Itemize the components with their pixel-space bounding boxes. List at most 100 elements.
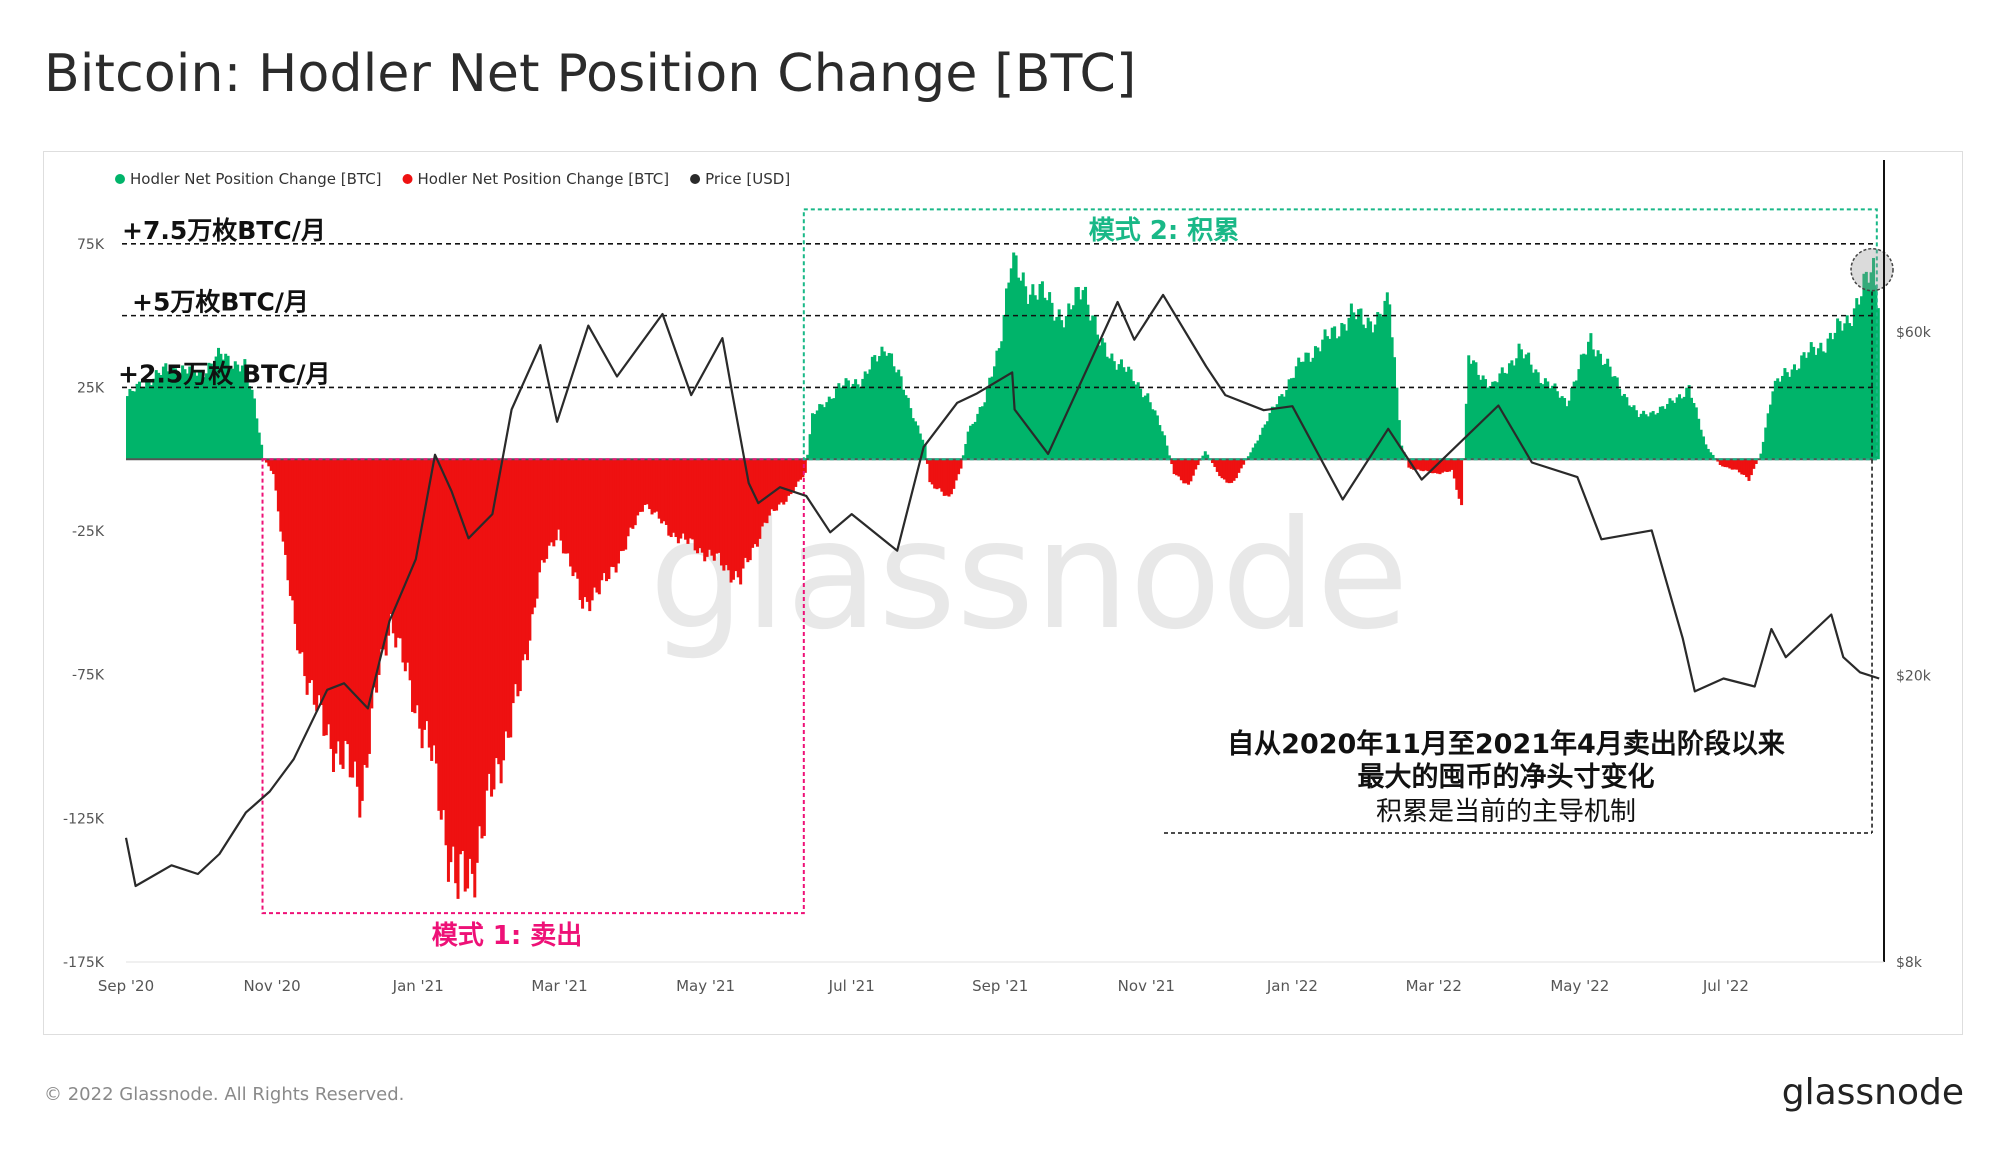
bar (1146, 393, 1150, 460)
bar (763, 459, 767, 523)
bar (1675, 397, 1679, 460)
bar (209, 363, 213, 460)
bar (377, 459, 381, 675)
bar (1280, 394, 1284, 460)
bar (1845, 315, 1849, 460)
bar (1072, 305, 1076, 460)
bar (1194, 459, 1198, 470)
bar (1309, 361, 1313, 460)
bar (875, 361, 879, 460)
bar (1850, 325, 1854, 460)
bar (221, 359, 225, 460)
bar (631, 459, 635, 529)
bar (284, 459, 288, 555)
bar (430, 459, 434, 761)
bar (1637, 417, 1641, 460)
bar (391, 459, 395, 634)
bar (473, 459, 477, 898)
bar (1005, 288, 1008, 460)
bar (1136, 382, 1140, 460)
bar (1424, 459, 1428, 471)
legend-dot-0 (115, 174, 125, 184)
bar (1828, 332, 1832, 460)
bar (444, 459, 448, 846)
bar (1045, 300, 1049, 460)
bar (478, 459, 482, 827)
bar (1177, 459, 1181, 477)
bar (1575, 380, 1579, 460)
x-tick-label: Nov '21 (1118, 977, 1175, 995)
bar (1043, 297, 1047, 460)
bar (937, 459, 941, 489)
x-tick-label: Sep '21 (972, 977, 1028, 995)
bar (1495, 382, 1499, 460)
bar (1577, 369, 1581, 460)
bar (1316, 347, 1320, 460)
bar (882, 351, 886, 460)
bar (700, 459, 704, 553)
bar (1131, 381, 1135, 460)
bar (1091, 315, 1095, 460)
bar (993, 366, 997, 460)
bar (157, 372, 161, 460)
reference-lines (122, 243, 1874, 389)
bar (830, 398, 834, 460)
bar (1735, 459, 1739, 470)
bar (1486, 387, 1490, 460)
bar (1016, 277, 1020, 460)
bar (358, 459, 362, 818)
bar (832, 398, 836, 460)
bar (1795, 370, 1799, 460)
bar (1642, 410, 1646, 460)
bar (133, 391, 137, 460)
bar (370, 459, 374, 709)
bar (1119, 359, 1123, 460)
bar (164, 363, 168, 460)
bar (645, 459, 649, 505)
bar (1781, 375, 1785, 460)
bar (499, 459, 503, 784)
bar (214, 356, 218, 460)
bar (894, 372, 898, 460)
bar (746, 459, 750, 563)
bar (1723, 459, 1727, 468)
bar (605, 459, 609, 582)
bar (1007, 282, 1011, 460)
bar (406, 459, 410, 663)
bar (650, 459, 654, 515)
bar (1821, 351, 1825, 460)
bar (1802, 352, 1806, 460)
bar (1333, 326, 1337, 460)
bar (487, 459, 491, 774)
bar (1610, 376, 1614, 460)
bar (741, 459, 745, 569)
bar (195, 375, 199, 460)
bar (171, 365, 175, 460)
bar (1337, 336, 1341, 460)
bar (878, 356, 882, 460)
bar (1809, 342, 1813, 460)
bar (662, 459, 666, 522)
pattern-boxes (261, 208, 1878, 915)
bar (1081, 290, 1085, 460)
bar (1153, 410, 1157, 460)
bar (1481, 375, 1485, 460)
bar (930, 459, 934, 485)
bar (521, 459, 525, 661)
bar (1278, 396, 1282, 460)
bar (363, 459, 367, 765)
bar (971, 423, 975, 460)
bar (413, 459, 417, 714)
ref-label-25k: +2.5万枚 BTC/月 (118, 359, 331, 388)
bar (1376, 312, 1380, 460)
pattern-accumulate-label: 模式 2: 积累 (1089, 216, 1240, 246)
bar (190, 363, 194, 460)
bar (633, 459, 637, 526)
price-line (124, 293, 1880, 888)
bar (226, 355, 230, 460)
bar (1792, 364, 1796, 460)
bar (1584, 354, 1588, 460)
legend-label-0: Hodler Net Position Change [BTC] (130, 170, 382, 188)
bar (1357, 309, 1361, 460)
bar (779, 459, 783, 503)
